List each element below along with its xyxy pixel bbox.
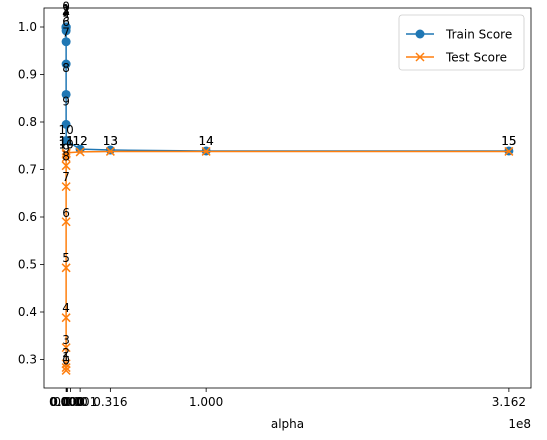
test-series-line xyxy=(65,150,509,371)
point-annotation: 5 xyxy=(62,251,70,265)
y-tick-label: 0.3 xyxy=(18,353,37,367)
test-point xyxy=(61,359,71,369)
x-tick-label: 0.000 xyxy=(50,395,84,409)
point-annotation: 3 xyxy=(62,5,70,19)
point-annotation: 4 xyxy=(62,301,70,315)
x-tick-label: 3.162 xyxy=(492,395,526,409)
y-axis: 0.3 0.4 0.5 0.6 0.7 0.8 0.9 1.0 xyxy=(18,20,44,367)
legend-test-label: Test Score xyxy=(445,51,507,65)
x-tick-label: 0.000 xyxy=(49,395,83,409)
test-point xyxy=(504,146,514,156)
point-annotation: 7 xyxy=(62,170,70,184)
train-point xyxy=(61,59,71,69)
point-annotation: 11 xyxy=(59,134,74,148)
point-annotation: 10 xyxy=(58,138,73,152)
train-point xyxy=(61,89,71,99)
test-point xyxy=(61,149,71,159)
y-tick-label: 0.8 xyxy=(18,115,37,129)
x-axis-label: alpha xyxy=(271,417,304,431)
point-annotation: 15 xyxy=(501,134,516,148)
legend-entry-train: Train Score xyxy=(406,28,512,42)
point-annotation: 8 xyxy=(62,61,70,75)
y-tick-label: 0.9 xyxy=(18,68,37,82)
point-annotation: 6 xyxy=(62,15,70,29)
point-annotation: 14 xyxy=(199,134,214,148)
point-annotation: 12 xyxy=(72,134,87,148)
point-annotation: 13 xyxy=(103,134,118,148)
legend-test-marker xyxy=(415,52,425,62)
point-annotation: 8 xyxy=(62,149,70,163)
point-annotation: 2 xyxy=(62,346,70,360)
point-annotation: 0 xyxy=(62,354,70,368)
point-annotation: 2 xyxy=(62,3,70,17)
test-point xyxy=(105,146,115,156)
test-point xyxy=(61,263,71,273)
point-annotation: 14 xyxy=(199,134,214,148)
test-point xyxy=(61,365,71,375)
point-annotation: 0 xyxy=(62,0,70,13)
legend-entry-test: Test Score xyxy=(406,51,507,65)
legend-train-label: Train Score xyxy=(445,28,512,42)
point-annotation: 6 xyxy=(62,206,70,220)
point-annotation: 3 xyxy=(62,333,70,347)
test-point xyxy=(61,182,71,192)
legend: Train Score Test Score xyxy=(398,14,525,71)
test-point xyxy=(75,147,85,157)
train-point xyxy=(61,136,71,146)
point-annotation: 9 xyxy=(62,141,70,155)
y-tick-label: 0.7 xyxy=(18,163,37,177)
test-point xyxy=(201,146,211,156)
x-offset-text: 1e8 xyxy=(508,417,531,431)
train-point xyxy=(105,145,115,155)
train-point xyxy=(61,119,71,129)
x-tick-label: 0.001 xyxy=(63,395,97,409)
test-point xyxy=(61,363,71,373)
point-annotation: 9 xyxy=(62,94,70,108)
point-annotation: 13 xyxy=(103,134,118,148)
y-tick-label: 0.4 xyxy=(18,305,37,319)
train-point xyxy=(61,37,71,47)
x-tick-label: 0.000 xyxy=(49,395,83,409)
point-annotation: 11 xyxy=(59,134,74,148)
test-point xyxy=(61,217,71,227)
train-point xyxy=(61,26,71,36)
x-tick-label: 1.000 xyxy=(189,395,223,409)
test-point xyxy=(61,343,71,353)
y-tick-label: 1.0 xyxy=(18,20,37,34)
point-annotation: 4 xyxy=(62,6,70,20)
test-point xyxy=(61,161,71,171)
point-annotation: 10 xyxy=(58,123,73,137)
point-annotation: 12 xyxy=(72,134,87,148)
point-annotation: 1 xyxy=(62,2,70,16)
test-point xyxy=(61,148,71,158)
point-annotation: 5 xyxy=(62,10,70,24)
legend-train-marker xyxy=(415,29,425,39)
y-tick-label: 0.5 xyxy=(18,258,37,272)
y-tick-label: 0.6 xyxy=(18,210,37,224)
axes-frame xyxy=(43,7,532,389)
point-annotation: 1 xyxy=(62,350,70,364)
point-annotation: 7 xyxy=(62,26,70,40)
point-annotation: 15 xyxy=(501,134,516,148)
x-tick-label: 0.316 xyxy=(93,395,127,409)
test-point xyxy=(61,313,71,323)
x-tick-label: 0.000 xyxy=(53,395,87,409)
